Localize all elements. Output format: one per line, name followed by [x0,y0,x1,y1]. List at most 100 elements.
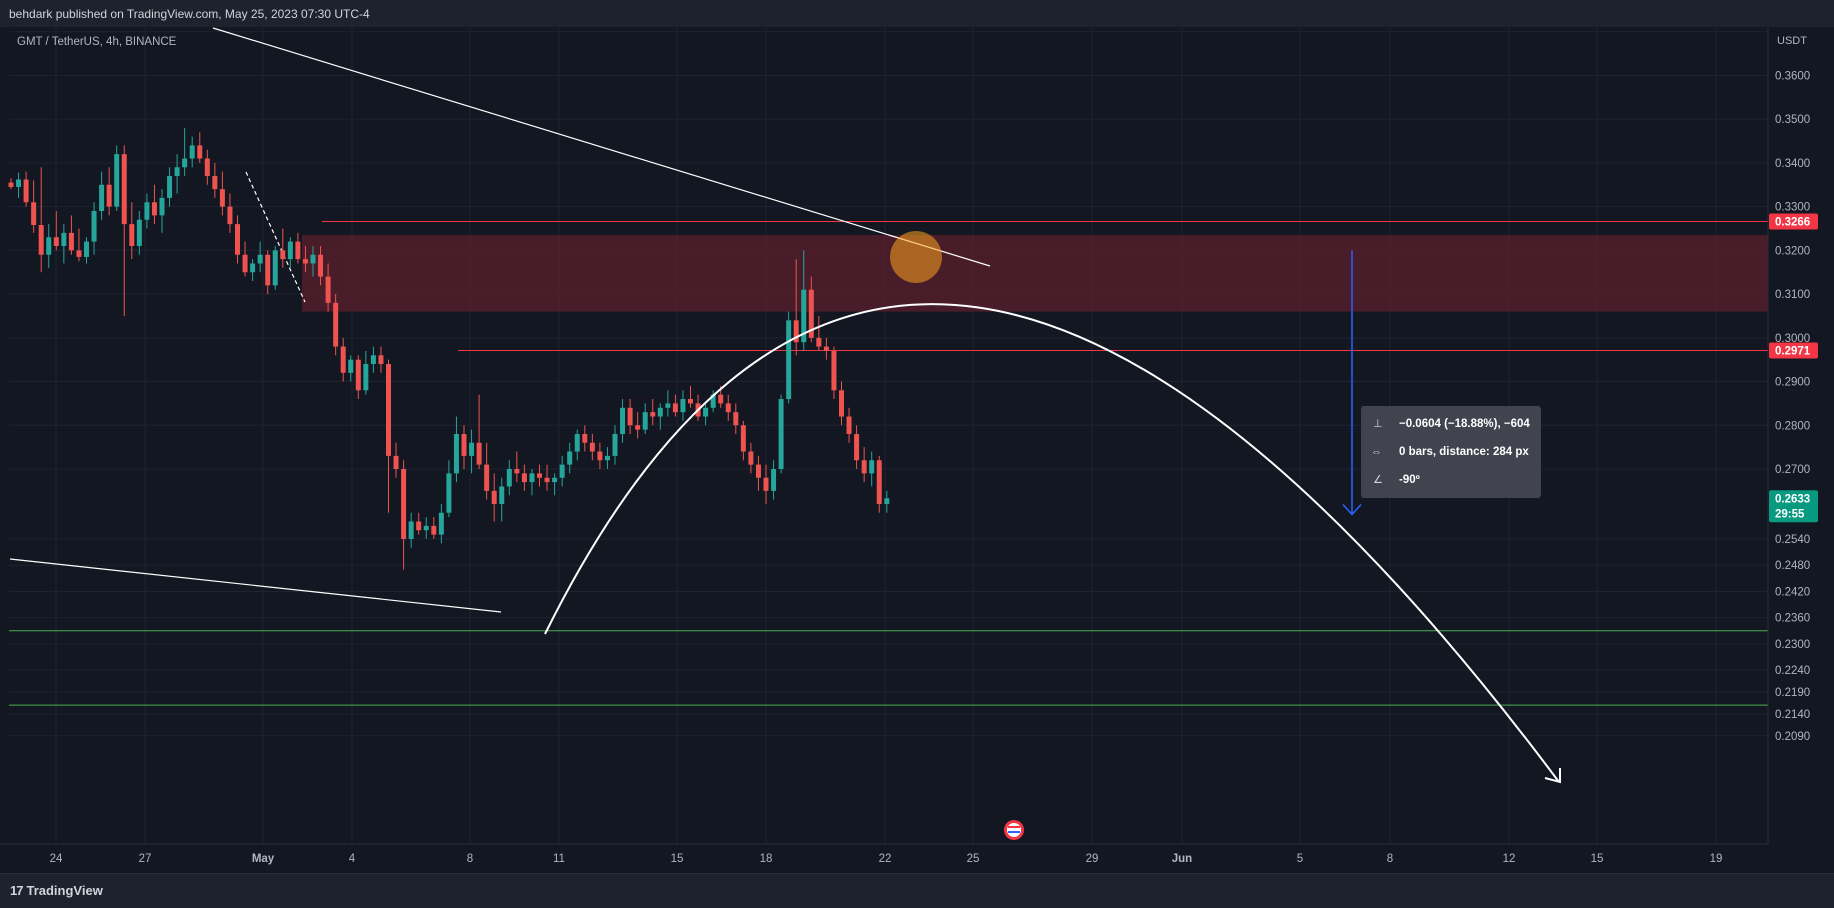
candle-body [559,464,565,478]
candle-body [114,154,120,207]
candle-body [159,197,165,216]
chart-title: GMT / TetherUS, 4h, BINANCE [17,36,177,48]
price-tick-label: 0.2540 [1775,534,1810,546]
descending-trendline [212,27,991,267]
chart-background [0,27,1834,873]
measure-tooltip[interactable] [1361,406,1541,498]
candle-body [680,399,686,413]
candle-body [121,154,127,225]
price-tick-label: 0.3100 [1775,289,1810,301]
candle-body [521,473,527,483]
measure-arrowhead [1342,503,1362,516]
time-tick-label: 5 [1297,853,1303,865]
dashed-trendline [245,171,306,303]
price-tag [1769,490,1818,523]
time-tick-label: 19 [1710,853,1723,865]
candle-body [854,434,860,461]
candle-body [23,179,29,203]
tradingview-logo[interactable]: 17 TradingView [10,883,103,898]
price-tag-value: 0.2971 [1775,346,1811,358]
price-tag [1769,213,1818,230]
candle-body [816,337,822,347]
time-tick-label: 18 [760,853,773,865]
candle-body [763,477,769,491]
candle-body [91,211,97,242]
candle-body [182,158,188,168]
time-tick-label: May [252,853,275,865]
candle-body [461,434,467,456]
resistance-zone [302,235,1768,312]
candle-body [38,224,44,255]
candle-body [718,394,724,404]
candle-body [650,412,656,417]
price-tick-label: 0.3200 [1775,245,1810,257]
candle-body [657,407,663,417]
candle-body [386,364,391,456]
candle-body [793,320,799,343]
time-tick-label: 12 [1503,853,1516,865]
candle-body [808,289,814,338]
candle-body [725,403,731,413]
candle-body [408,521,414,539]
time-tick-label: 8 [467,853,473,865]
candle-body [167,176,173,198]
countdown-timer: 29:55 [1775,508,1805,520]
time-axis [0,844,1768,873]
candle-body [144,202,150,220]
candle-body [129,224,135,246]
candle-body [295,241,301,260]
candle-body [68,232,74,251]
candle-body [491,490,497,504]
candle-body [318,254,324,277]
candle-body [672,403,678,413]
time-tick-label: 8 [1387,853,1393,865]
candle-body [61,232,67,246]
projection-arc [544,303,1560,783]
candle-body [499,486,505,504]
price-tick-label: 0.2800 [1775,420,1810,432]
candle-body [506,469,512,487]
candle-body [635,425,641,430]
candle-body [748,451,754,465]
candle-body [227,206,233,225]
candle-body [861,460,867,474]
tradingview-brand: TradingView [26,883,103,898]
time-tick-label: 15 [1591,853,1604,865]
candle-body [567,451,573,465]
highlight-circle [890,231,942,283]
projection-arrowhead [1544,768,1561,784]
price-chart[interactable]: ⊥ −0.0604 (−18.88%), −604 ⇔ 0 bars, distanc… [0,27,1834,873]
candle-body [393,455,399,470]
tradingview-logo-icon: 17 [10,883,24,898]
candle-body [453,434,459,474]
candle-body [801,289,807,343]
candle-body [665,403,671,408]
price-tick-label: 0.2300 [1775,639,1810,651]
flag-stripe [1008,826,1020,828]
price-tick-label: 0.2140 [1775,709,1810,721]
candle-body [582,434,588,443]
candle-body [476,442,482,465]
price-tick-label: 0.3300 [1775,202,1810,214]
candle-body [46,237,52,255]
time-tick-label: 24 [50,853,63,865]
time-tick-label: 29 [1086,853,1099,865]
measure-bar-distance: 0 bars, distance: 284 px [1399,446,1529,458]
candle-body [884,498,890,504]
measure-angle: -90º [1399,474,1420,486]
candle-body [76,250,82,257]
candle-body [537,473,542,478]
candle-body [484,464,490,491]
candle-body [823,346,829,351]
candle-body [710,394,716,408]
candle-body [174,167,180,177]
candle-body [552,477,558,483]
axis-currency-label: USDT [1777,35,1807,47]
footer-bar: 17 TradingView [0,873,1834,908]
candle-body [325,276,331,303]
candle-body [378,355,384,365]
candle-body [469,442,475,456]
candle-body [839,390,844,417]
candle-body [280,250,286,260]
candle-body [544,477,550,483]
